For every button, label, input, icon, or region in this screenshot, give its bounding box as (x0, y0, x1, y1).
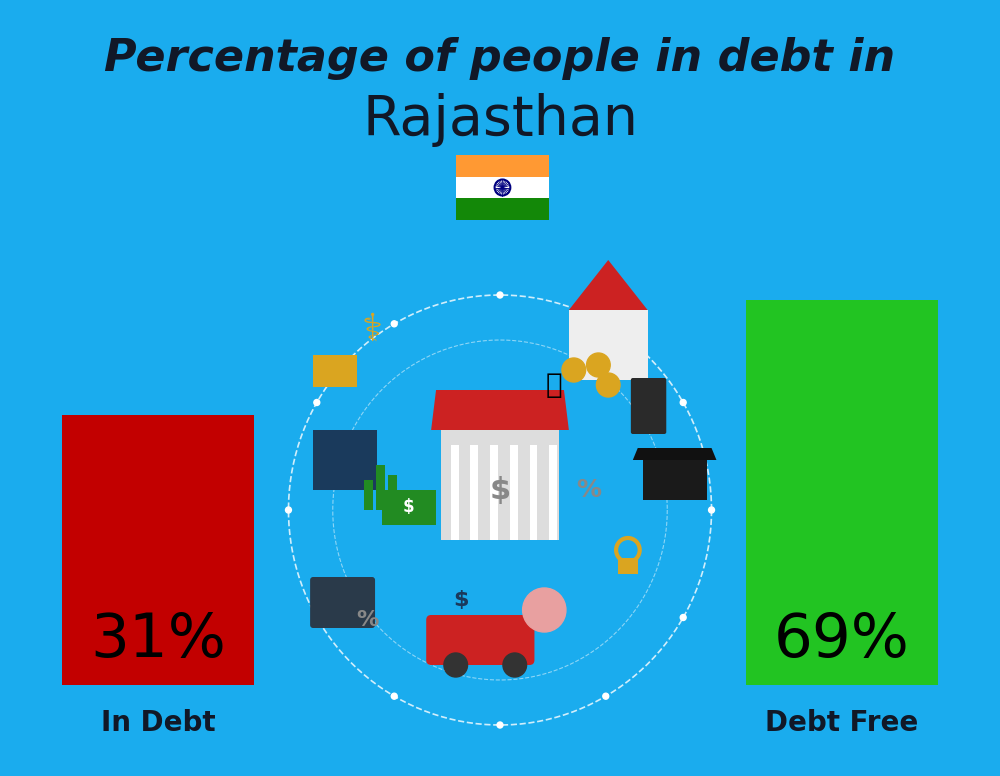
Bar (510, 445, 518, 540)
Polygon shape (431, 390, 569, 430)
FancyBboxPatch shape (631, 378, 666, 434)
Bar (451, 445, 459, 540)
FancyBboxPatch shape (456, 155, 549, 177)
Circle shape (286, 507, 291, 513)
Text: ⚕: ⚕ (362, 311, 383, 349)
Text: 🗝: 🗝 (546, 371, 562, 399)
Text: $: $ (403, 498, 414, 516)
Bar (490, 445, 498, 540)
Text: 31%: 31% (90, 611, 226, 670)
Bar (313, 430, 377, 490)
Bar (376, 465, 385, 510)
Circle shape (603, 320, 609, 327)
Polygon shape (633, 448, 716, 460)
Circle shape (596, 373, 620, 397)
Bar (470, 445, 478, 540)
Circle shape (603, 693, 609, 699)
Circle shape (709, 507, 714, 513)
FancyBboxPatch shape (456, 199, 549, 220)
Text: %: % (576, 478, 601, 502)
Bar (530, 445, 537, 540)
Text: In Debt: In Debt (101, 709, 215, 737)
Bar (549, 445, 557, 540)
Circle shape (314, 400, 320, 406)
Text: $: $ (453, 590, 468, 610)
Text: $: $ (489, 476, 511, 504)
Circle shape (314, 615, 320, 621)
Bar (364, 480, 373, 510)
Bar (388, 475, 397, 510)
Circle shape (444, 653, 468, 677)
Circle shape (503, 653, 527, 677)
Circle shape (562, 358, 586, 382)
FancyBboxPatch shape (426, 615, 534, 665)
Circle shape (523, 588, 566, 632)
Circle shape (680, 615, 686, 621)
Polygon shape (643, 460, 707, 500)
Bar (569, 310, 648, 380)
Text: Debt Free: Debt Free (765, 709, 919, 737)
Text: %: % (356, 610, 378, 630)
Circle shape (497, 722, 503, 728)
FancyBboxPatch shape (456, 177, 549, 199)
FancyBboxPatch shape (310, 577, 375, 628)
Bar (382, 490, 436, 525)
Text: Rajasthan: Rajasthan (362, 93, 638, 147)
Circle shape (391, 320, 397, 327)
Circle shape (680, 400, 686, 406)
Bar (441, 430, 559, 540)
Bar (618, 558, 638, 574)
Text: 69%: 69% (774, 611, 910, 670)
Circle shape (391, 693, 397, 699)
Circle shape (497, 292, 503, 298)
Polygon shape (569, 260, 648, 310)
Bar (62, 415, 254, 685)
Text: Percentage of people in debt in: Percentage of people in debt in (104, 36, 896, 79)
Bar (746, 300, 938, 685)
Circle shape (587, 353, 610, 377)
FancyBboxPatch shape (313, 355, 357, 387)
